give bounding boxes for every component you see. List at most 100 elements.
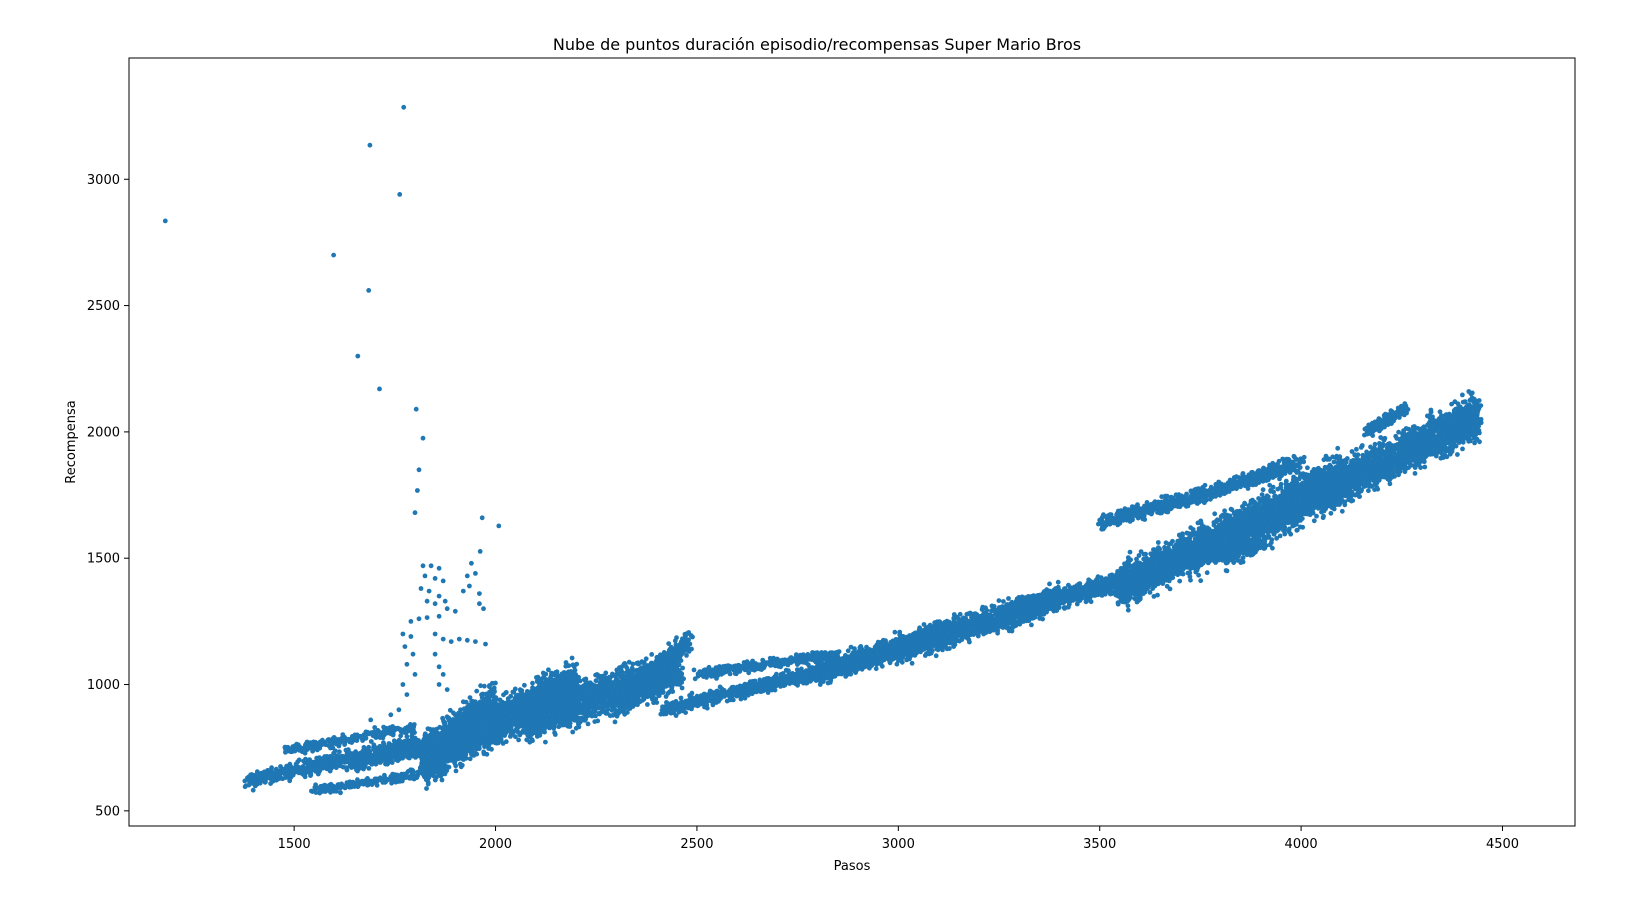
data-point bbox=[422, 733, 428, 738]
data-point bbox=[331, 757, 336, 763]
data-point bbox=[548, 675, 553, 681]
data-point bbox=[509, 714, 515, 719]
data-point bbox=[293, 764, 299, 770]
data-point bbox=[443, 726, 449, 732]
data-point bbox=[363, 762, 368, 767]
data-point bbox=[368, 730, 374, 735]
data-point bbox=[384, 748, 389, 754]
data-point bbox=[352, 736, 358, 742]
data-point bbox=[446, 715, 452, 721]
data-point bbox=[478, 708, 484, 713]
data-point bbox=[399, 746, 405, 752]
data-point bbox=[470, 729, 476, 735]
data-point bbox=[452, 760, 457, 766]
data-point bbox=[257, 780, 262, 785]
data-point bbox=[276, 776, 281, 782]
data-point bbox=[468, 733, 473, 739]
data-point bbox=[363, 731, 369, 737]
data-point bbox=[310, 789, 315, 794]
data-point bbox=[401, 729, 407, 735]
data-point bbox=[515, 703, 521, 708]
data-point bbox=[398, 733, 404, 739]
data-point bbox=[344, 767, 350, 773]
data-point bbox=[481, 751, 487, 757]
data-point bbox=[566, 663, 572, 669]
data-point bbox=[469, 698, 475, 704]
data-point bbox=[462, 729, 468, 735]
data-point bbox=[453, 768, 459, 774]
data-point bbox=[450, 717, 456, 722]
data-point bbox=[410, 769, 416, 775]
data-point bbox=[267, 775, 273, 780]
data-point bbox=[466, 748, 471, 754]
data-point bbox=[467, 756, 473, 762]
data-point bbox=[380, 735, 386, 741]
data-point bbox=[402, 738, 408, 744]
data-point bbox=[379, 757, 384, 762]
data-point bbox=[460, 699, 466, 705]
data-point bbox=[344, 750, 350, 756]
data-point bbox=[317, 745, 323, 751]
data-point bbox=[371, 746, 376, 752]
data-point bbox=[567, 670, 573, 676]
data-point bbox=[377, 749, 382, 755]
data-point bbox=[353, 761, 358, 767]
data-point bbox=[513, 727, 519, 733]
data-point bbox=[372, 756, 377, 761]
data-point bbox=[478, 731, 484, 736]
data-point bbox=[509, 719, 515, 725]
data-point bbox=[399, 778, 405, 783]
data-point bbox=[467, 702, 473, 708]
data-point bbox=[465, 744, 470, 750]
data-point bbox=[503, 690, 509, 696]
data-point bbox=[463, 715, 469, 721]
data-point bbox=[300, 747, 306, 753]
data-point bbox=[337, 749, 342, 755]
data-point bbox=[506, 709, 511, 714]
data-point bbox=[416, 741, 422, 746]
data-point bbox=[397, 738, 403, 744]
data-point bbox=[440, 740, 446, 746]
data-point bbox=[424, 769, 430, 774]
data-point bbox=[478, 736, 483, 741]
data-point bbox=[336, 757, 341, 763]
data-point bbox=[570, 662, 576, 668]
data-point bbox=[443, 732, 448, 738]
data-point bbox=[358, 759, 364, 765]
data-point bbox=[493, 680, 498, 686]
data-point bbox=[485, 724, 491, 730]
data-point bbox=[474, 688, 480, 694]
data-point bbox=[327, 785, 332, 790]
data-point bbox=[250, 787, 256, 793]
data-point bbox=[386, 741, 392, 746]
data-point bbox=[488, 699, 494, 705]
data-point bbox=[348, 780, 354, 785]
data-point bbox=[471, 745, 476, 750]
data-point bbox=[359, 735, 365, 740]
data-point bbox=[439, 750, 444, 755]
data-point bbox=[458, 764, 464, 770]
data-point bbox=[479, 715, 485, 721]
data-point bbox=[511, 689, 517, 695]
data-point bbox=[411, 722, 417, 727]
data-point bbox=[524, 689, 530, 694]
data-point bbox=[252, 783, 258, 789]
data-point bbox=[394, 772, 400, 778]
data-point bbox=[312, 766, 318, 772]
data-point bbox=[338, 785, 344, 791]
data-point bbox=[254, 769, 260, 775]
data-point bbox=[325, 737, 331, 743]
data-point bbox=[435, 745, 441, 750]
data-point bbox=[570, 676, 576, 682]
data-point bbox=[482, 698, 488, 704]
data-point bbox=[301, 758, 306, 764]
data-point bbox=[487, 683, 492, 688]
data-point bbox=[483, 741, 489, 747]
data-point bbox=[479, 725, 485, 731]
data-point bbox=[427, 740, 433, 745]
data-points bbox=[162, 104, 1484, 796]
data-point bbox=[569, 655, 575, 661]
data-point bbox=[456, 725, 461, 731]
data-point bbox=[374, 779, 379, 785]
